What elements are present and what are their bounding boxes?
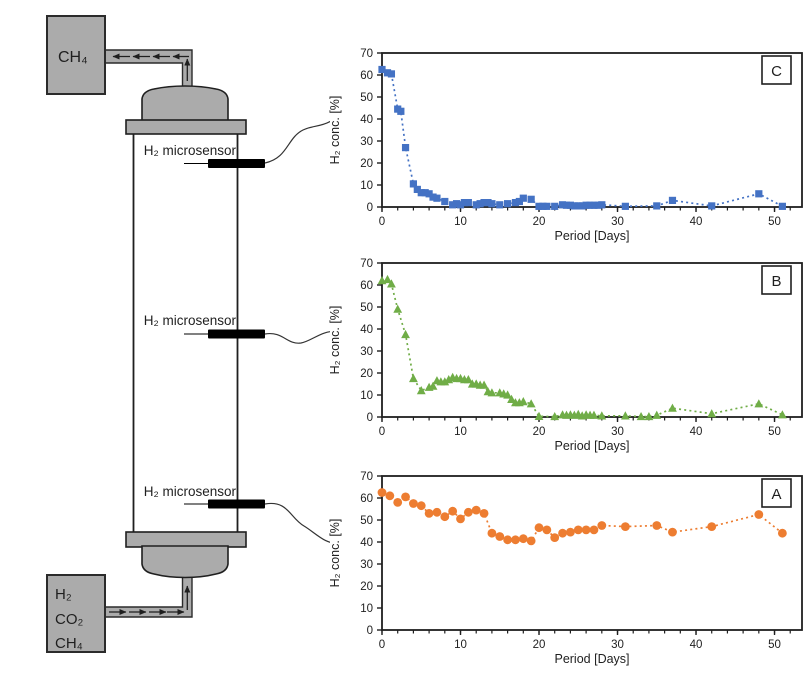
feed-gas-label-ch4: CH₄ — [55, 635, 83, 652]
microsensor-middle: H₂ microsensor — [144, 313, 330, 344]
x-axis-title: Period [Days] — [554, 439, 629, 453]
chart-svg-C: 0 10 20 30 40 50 60 70 0 10 20 30 40 50 Period [Days] H… — [328, 48, 803, 243]
x-tick-label: 20 — [533, 216, 546, 228]
microsensor-top-probe — [208, 159, 265, 168]
y-tick-label: 30 — [360, 559, 373, 571]
y-tick-label: 60 — [360, 280, 373, 292]
y-tick-label: 20 — [360, 158, 373, 170]
methane-outlet-box — [46, 15, 106, 95]
x-tick-label: 40 — [690, 426, 703, 438]
y-tick-label: 60 — [360, 70, 373, 82]
feed-gas-label-h2: H₂ — [55, 586, 72, 603]
x-tick-label: 20 — [533, 639, 546, 651]
panel-label: C — [771, 63, 782, 80]
microsensor-middle-probe — [208, 329, 265, 339]
bottom-gas-pipe — [104, 575, 193, 618]
y-tick-label: 20 — [360, 581, 373, 593]
top-flange — [125, 119, 247, 135]
x-tick-label: 30 — [611, 216, 624, 228]
y-axis-title: H₂ conc. [%] — [328, 306, 342, 375]
x-axis-title: Period [Days] — [554, 652, 629, 666]
top-flow-arrows — [112, 53, 191, 81]
microsensor-bottom-label: H₂ microsensor — [144, 484, 237, 499]
microsensor-bottom-wire — [264, 502, 330, 543]
y-tick-label: 10 — [360, 603, 373, 615]
bottom-dome — [141, 545, 229, 579]
feed-gas-label-co2: CO₂ — [55, 611, 84, 628]
top-dome — [141, 85, 229, 122]
panel-label-box — [761, 478, 792, 508]
y-tick-label: 40 — [360, 537, 373, 549]
y-tick-label: 50 — [360, 302, 373, 314]
series-line-B — [381, 278, 783, 418]
x-tick-label: 20 — [533, 426, 546, 438]
microsensor-bottom-probe — [208, 499, 265, 509]
chart-panel-b: 0 10 20 30 40 50 60 70 0 10 20 30 40 50 Period [Days] H… — [325, 252, 809, 457]
methane-outlet-label: CH₄ — [58, 49, 88, 66]
x-tick-label: 50 — [768, 216, 781, 228]
x-tick-label: 30 — [611, 426, 624, 438]
y-tick-label: 70 — [360, 48, 373, 60]
y-tick-label: 60 — [360, 493, 373, 505]
microsensor-middle-label: H₂ microsensor — [144, 313, 237, 328]
microsensor-middle-wire — [264, 331, 330, 344]
x-tick-label: 10 — [454, 639, 467, 651]
y-tick-label: 30 — [360, 136, 373, 148]
panel-label-box — [761, 265, 792, 295]
x-tick-label: 10 — [454, 216, 467, 228]
plot-area — [381, 262, 803, 418]
microsensor-bottom: H₂ microsensor — [144, 484, 330, 543]
reactor-schematic: CH₄ H₂ CO₂ CH₄ H₂ microsensor H₂ microse… — [46, 15, 330, 653]
y-tick-label: 0 — [367, 625, 373, 637]
x-tick-label: 10 — [454, 426, 467, 438]
microsensor-top-wire — [264, 120, 330, 164]
top-gas-pipe — [104, 49, 193, 89]
bottom-flange — [125, 531, 247, 548]
y-tick-label: 20 — [360, 368, 373, 380]
y-tick-label: 0 — [367, 412, 373, 424]
microsensor-top-label: H₂ microsensor — [144, 143, 237, 158]
microsensor-top: H₂ microsensor — [144, 120, 330, 168]
y-tick-label: 0 — [367, 202, 373, 214]
y-tick-label: 50 — [360, 515, 373, 527]
y-axis-title: H₂ conc. [%] — [328, 519, 342, 588]
x-tick-label: 0 — [379, 426, 385, 438]
chart-svg-B: 0 10 20 30 40 50 60 70 0 10 20 30 40 50 Period [Days] H… — [328, 258, 803, 453]
chart-svg-A: 0 10 20 30 40 50 60 70 0 10 20 30 40 50 Period [Days] H… — [328, 471, 803, 666]
series-markers-C — [378, 65, 786, 210]
series-line-A — [381, 491, 783, 542]
x-tick-label: 50 — [768, 639, 781, 651]
x-tick-label: 50 — [768, 426, 781, 438]
y-tick-label: 40 — [360, 114, 373, 126]
x-tick-label: 40 — [690, 216, 703, 228]
feed-gas-box — [46, 574, 106, 653]
chart-panel-a: 0 10 20 30 40 50 60 70 0 10 20 30 40 50 Period [Days] H… — [325, 465, 809, 670]
series-line-C — [381, 68, 783, 208]
y-tick-label: 70 — [360, 258, 373, 270]
panel-label: A — [771, 486, 781, 503]
y-tick-label: 40 — [360, 324, 373, 336]
y-axis-title: H₂ conc. [%] — [328, 96, 342, 165]
x-tick-label: 0 — [379, 639, 385, 651]
y-tick-label: 10 — [360, 180, 373, 192]
bottom-flow-arrows — [109, 585, 191, 615]
y-tick-label: 70 — [360, 471, 373, 483]
x-axis-title: Period [Days] — [554, 229, 629, 243]
plot-area — [381, 475, 803, 631]
panel-label: B — [771, 273, 781, 290]
y-tick-label: 50 — [360, 92, 373, 104]
series-markers-B — [377, 274, 787, 421]
y-tick-label: 10 — [360, 390, 373, 402]
chart-panel-c: 0 10 20 30 40 50 60 70 0 10 20 30 40 50 Period [Days] H… — [325, 42, 809, 247]
x-tick-label: 30 — [611, 639, 624, 651]
series-markers-A — [377, 488, 787, 546]
panel-label-box — [761, 55, 792, 85]
x-tick-label: 40 — [690, 639, 703, 651]
y-tick-label: 30 — [360, 346, 373, 358]
x-tick-label: 0 — [379, 216, 385, 228]
plot-area — [381, 52, 803, 208]
